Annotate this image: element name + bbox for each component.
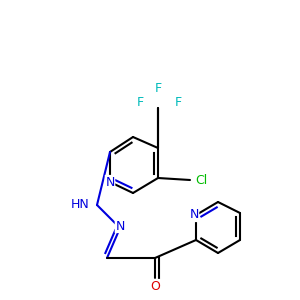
Text: F: F — [136, 97, 144, 110]
Text: Cl: Cl — [195, 173, 207, 187]
Text: N: N — [105, 176, 115, 188]
Text: F: F — [154, 82, 162, 94]
Text: O: O — [150, 280, 160, 292]
Text: N: N — [189, 208, 199, 221]
Text: F: F — [174, 97, 182, 110]
Text: HN: HN — [70, 199, 89, 212]
Text: N: N — [115, 220, 125, 232]
